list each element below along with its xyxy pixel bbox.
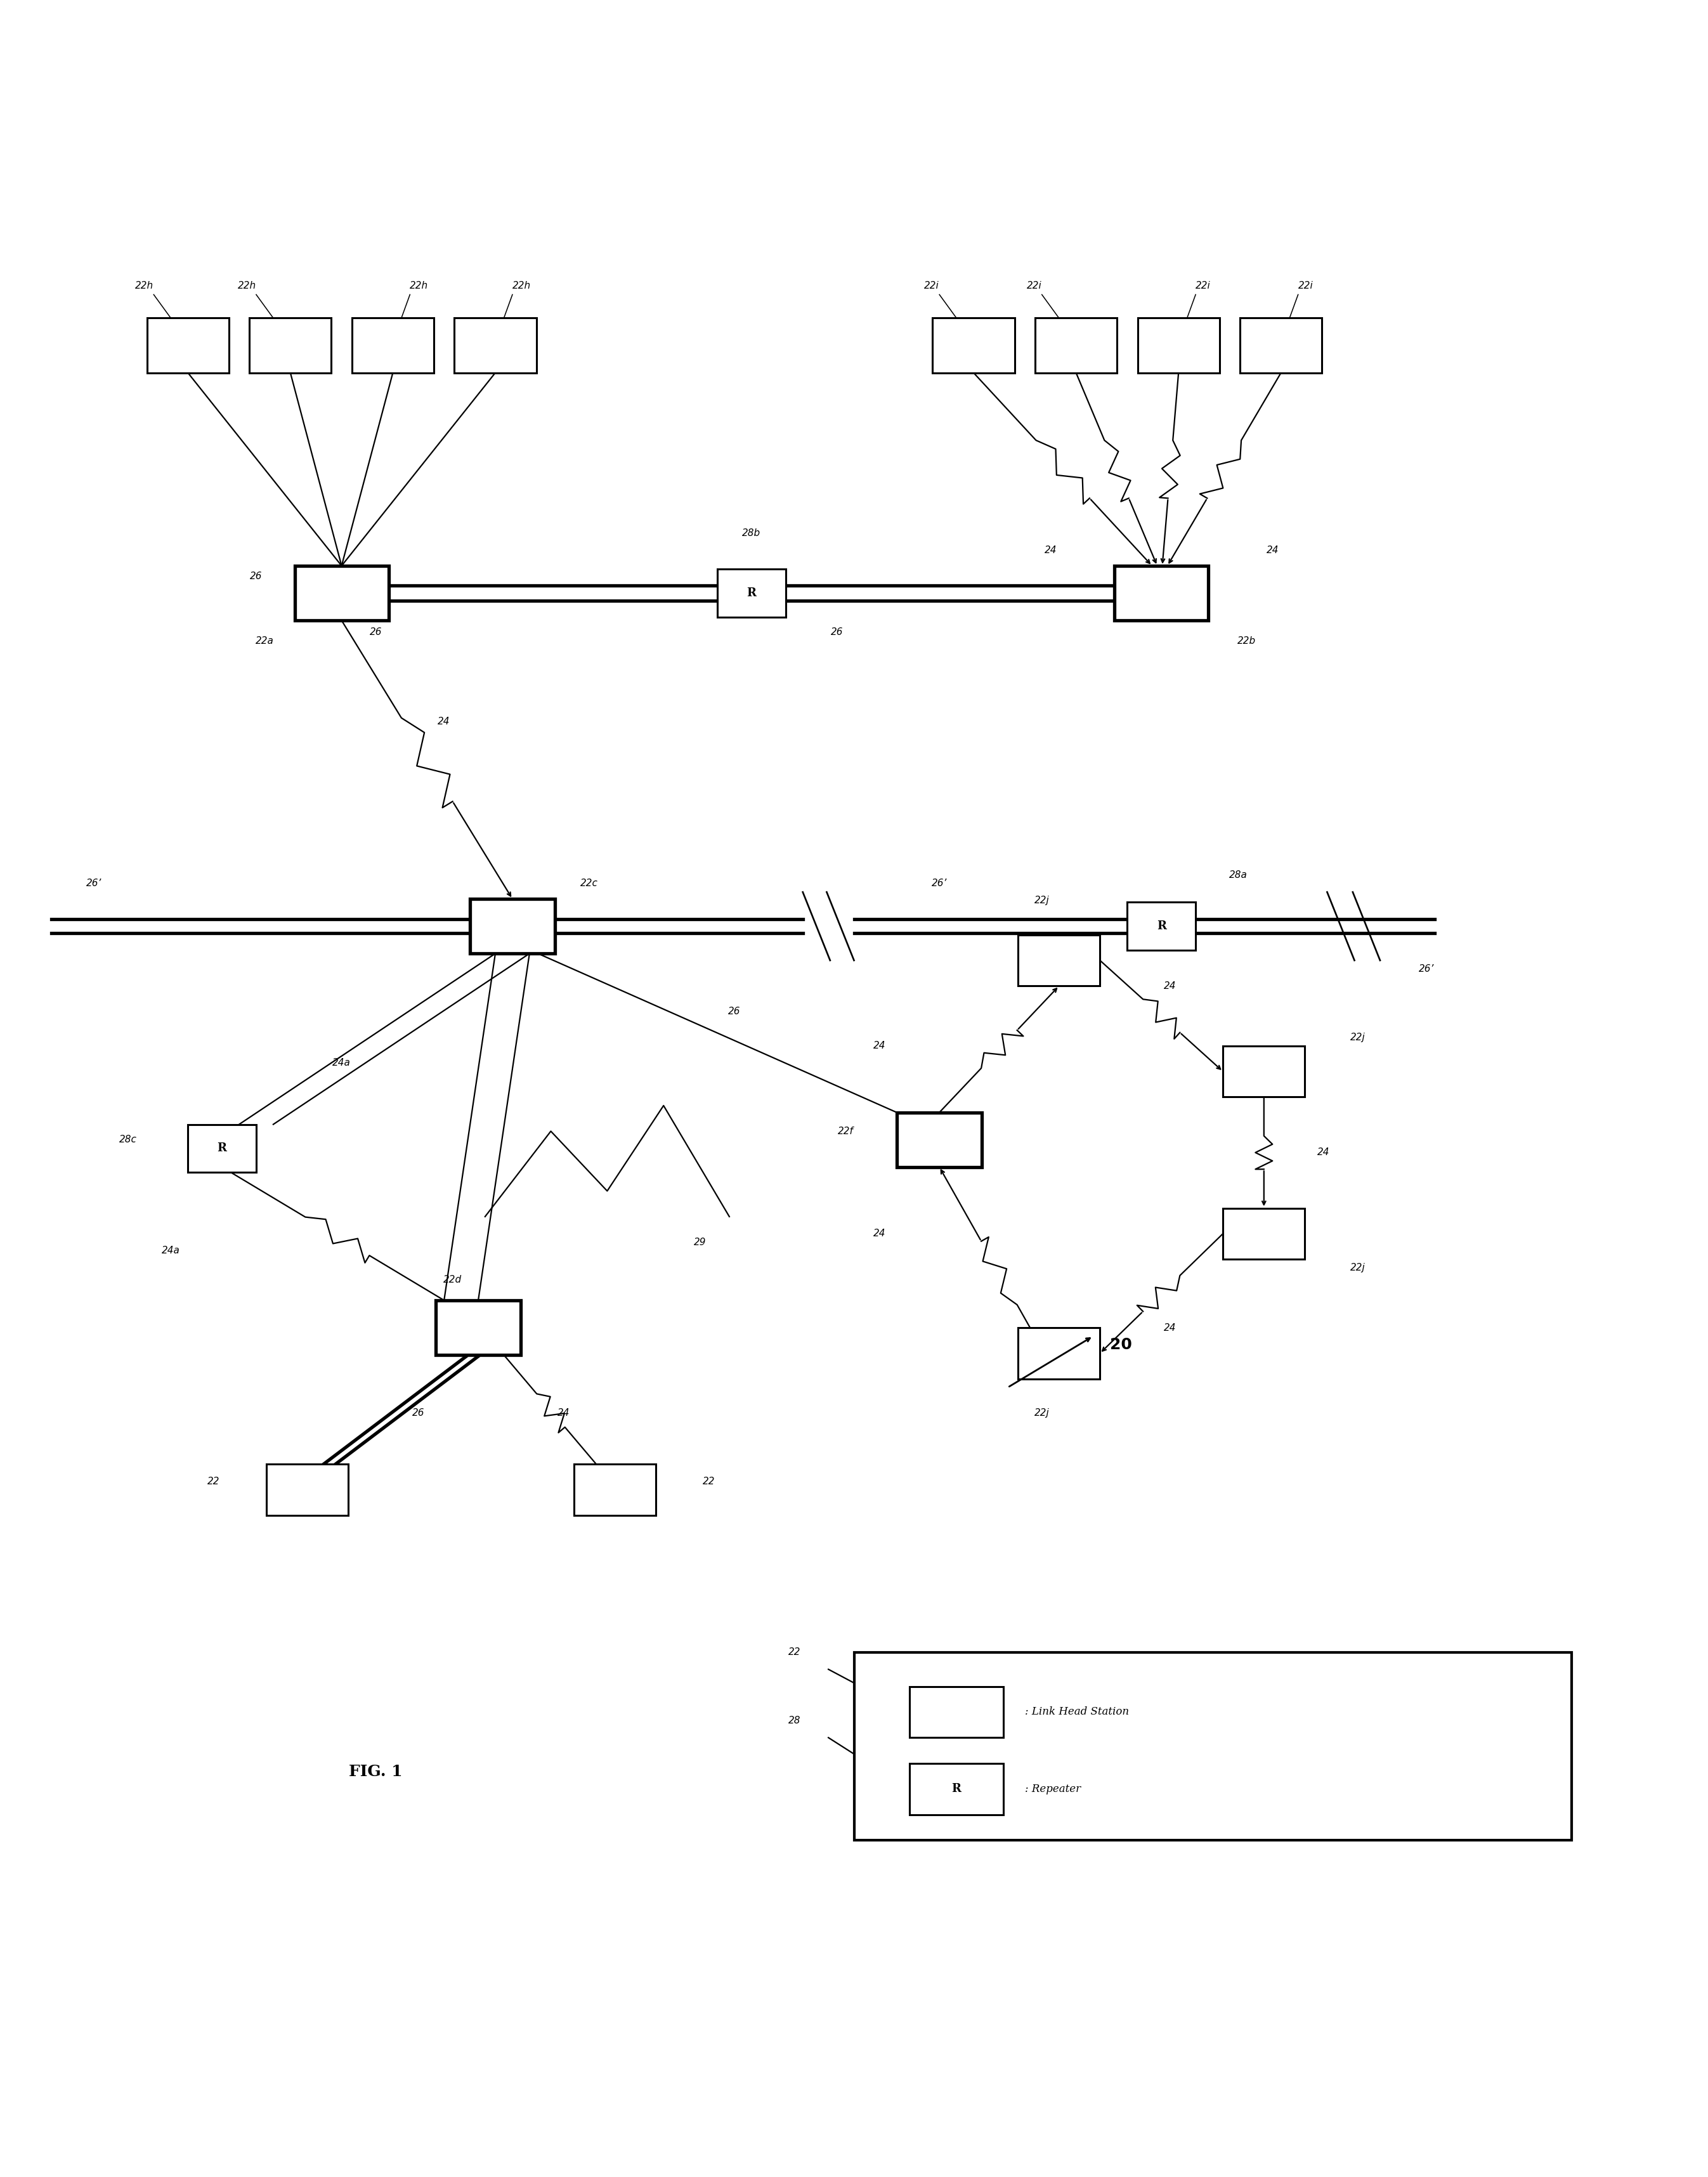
FancyBboxPatch shape <box>1223 1208 1305 1258</box>
Text: R: R <box>746 588 757 599</box>
Text: : Repeater: : Repeater <box>1025 1783 1081 1794</box>
FancyBboxPatch shape <box>909 1763 1004 1813</box>
Text: 24: 24 <box>437 716 451 725</box>
Text: 22: 22 <box>702 1476 716 1487</box>
FancyBboxPatch shape <box>1138 318 1220 372</box>
FancyBboxPatch shape <box>854 1652 1571 1840</box>
Text: 24: 24 <box>557 1409 570 1417</box>
Text: 22b: 22b <box>1238 636 1255 647</box>
Text: 22h: 22h <box>410 281 429 290</box>
FancyBboxPatch shape <box>717 568 786 616</box>
FancyBboxPatch shape <box>933 318 1015 372</box>
Text: 22a: 22a <box>256 636 273 647</box>
Text: 28c: 28c <box>120 1134 137 1145</box>
Text: R: R <box>951 1783 962 1794</box>
Text: 26’: 26’ <box>85 880 102 888</box>
Text: 26: 26 <box>830 627 844 638</box>
FancyBboxPatch shape <box>1035 318 1117 372</box>
Text: 29: 29 <box>693 1237 707 1247</box>
Text: 22h: 22h <box>237 281 256 290</box>
FancyBboxPatch shape <box>1018 1328 1100 1378</box>
FancyBboxPatch shape <box>266 1465 348 1515</box>
Text: 22j: 22j <box>1035 1409 1049 1417</box>
FancyBboxPatch shape <box>470 899 555 954</box>
FancyBboxPatch shape <box>1018 934 1100 986</box>
Text: 22h: 22h <box>512 281 531 290</box>
Text: 28a: 28a <box>1230 871 1247 880</box>
Text: R: R <box>1156 921 1167 932</box>
Text: 22: 22 <box>207 1476 220 1487</box>
Text: 24: 24 <box>1163 982 1177 991</box>
Text: R: R <box>217 1143 227 1154</box>
Text: 22j: 22j <box>1351 1263 1365 1274</box>
FancyBboxPatch shape <box>436 1300 521 1354</box>
FancyBboxPatch shape <box>1223 1045 1305 1097</box>
Text: 20: 20 <box>1110 1337 1132 1352</box>
Text: 24: 24 <box>1266 546 1279 555</box>
Text: 26: 26 <box>377 570 391 581</box>
FancyBboxPatch shape <box>188 1123 256 1171</box>
FancyBboxPatch shape <box>909 1687 1004 1737</box>
Text: 22j: 22j <box>1035 897 1049 906</box>
Text: 26: 26 <box>728 1008 741 1017</box>
FancyBboxPatch shape <box>1114 566 1208 620</box>
Text: 28b: 28b <box>743 529 760 538</box>
Text: 24: 24 <box>1163 1324 1177 1332</box>
Text: 28: 28 <box>787 1715 801 1726</box>
Text: 24: 24 <box>1044 546 1057 555</box>
Text: 22: 22 <box>787 1648 801 1657</box>
Text: 26: 26 <box>249 570 263 581</box>
Text: 22i: 22i <box>1196 281 1211 290</box>
Text: 22j: 22j <box>1351 1032 1365 1043</box>
Text: : Link Head Station: : Link Head Station <box>1025 1707 1129 1718</box>
FancyBboxPatch shape <box>897 1112 982 1167</box>
Text: 22i: 22i <box>1027 281 1042 290</box>
Text: 22d: 22d <box>444 1276 461 1284</box>
Text: 24a: 24a <box>333 1058 350 1067</box>
FancyBboxPatch shape <box>295 566 389 620</box>
Text: 24: 24 <box>873 1041 886 1051</box>
Text: 26: 26 <box>412 1409 425 1417</box>
Text: 22h: 22h <box>135 281 154 290</box>
Text: 22i: 22i <box>924 281 939 290</box>
Text: 26: 26 <box>369 627 383 638</box>
FancyBboxPatch shape <box>1240 318 1322 372</box>
Text: FIG. 1: FIG. 1 <box>348 1763 403 1779</box>
Text: 26’: 26’ <box>1418 964 1435 973</box>
FancyBboxPatch shape <box>574 1465 656 1515</box>
Text: 22i: 22i <box>1298 281 1313 290</box>
FancyBboxPatch shape <box>249 318 331 372</box>
Text: 24: 24 <box>1317 1147 1331 1158</box>
Text: 22f: 22f <box>837 1126 854 1136</box>
Text: 26’: 26’ <box>931 880 948 888</box>
FancyBboxPatch shape <box>454 318 536 372</box>
Text: 24: 24 <box>873 1230 886 1239</box>
FancyBboxPatch shape <box>352 318 434 372</box>
Text: 24a: 24a <box>162 1245 179 1256</box>
FancyBboxPatch shape <box>1127 901 1196 949</box>
FancyBboxPatch shape <box>147 318 229 372</box>
Text: 22c: 22c <box>581 880 598 888</box>
